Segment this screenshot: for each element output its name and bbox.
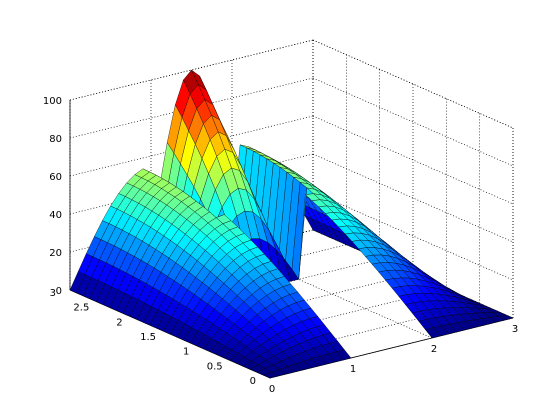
z-tick-label: 20	[49, 248, 62, 259]
surface-patch	[424, 327, 441, 339]
z-tick-label: 80	[49, 134, 62, 145]
x-tick-label: 1	[350, 364, 356, 375]
grid-line	[312, 77, 514, 167]
y-tick-label: 0.5	[207, 361, 223, 372]
z-tick-label: 0	[56, 286, 62, 297]
y-tick-label: 2	[116, 317, 122, 328]
grid-line	[312, 39, 514, 129]
grid-line	[312, 191, 514, 281]
surface-mesh	[69, 69, 514, 379]
y-tick-label: 1	[183, 347, 189, 358]
y-tick-label: 1.5	[140, 332, 156, 343]
x-tick-label: 3	[512, 324, 518, 335]
y-tick-label: 0	[250, 376, 256, 387]
y-tick-label: 2.5	[73, 303, 89, 314]
x-tick-label: 0	[269, 384, 275, 395]
x-tick-label: 2	[431, 344, 437, 355]
surface-patch	[262, 372, 279, 379]
z-tick-label: 100	[43, 96, 62, 107]
z-tick-label: 40	[49, 210, 62, 221]
grid-line	[231, 249, 433, 339]
z-tick-label: 60	[49, 172, 62, 183]
y-tick-label: 3	[50, 288, 56, 299]
